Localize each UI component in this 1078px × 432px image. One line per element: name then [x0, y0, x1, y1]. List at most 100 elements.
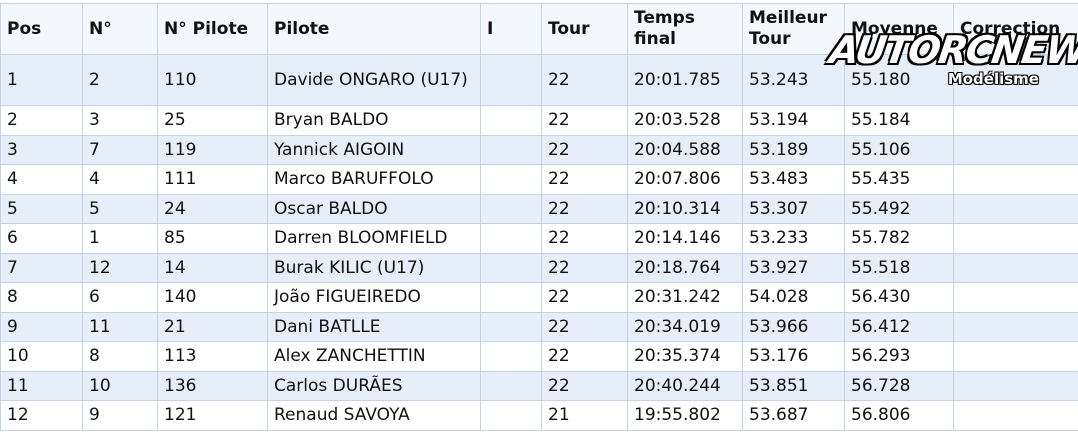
- table-cell: 136: [157, 370, 268, 401]
- header-cell: Moyenne: [844, 3, 954, 55]
- table-cell: 56.430: [844, 282, 954, 313]
- table-cell: 25: [157, 105, 268, 136]
- table-cell: Marco BARUFFOLO: [267, 164, 481, 195]
- table-row: 2 3 25 Bryan BALDO 22 20:03.528 53.194 55.184: [0, 105, 1078, 136]
- table-cell: 12: [0, 400, 83, 431]
- table-cell: [480, 282, 542, 313]
- table-cell: [480, 164, 542, 195]
- table-cell: 10: [0, 341, 83, 372]
- table-row: 11 10 136 Carlos DURÃES 22 20:40.244 53.851 56.…: [0, 370, 1078, 401]
- table-cell: 11: [82, 311, 158, 342]
- table-row: 12 9 121 Renaud SAVOYA 21 19:55.802 53.687 56.8…: [0, 400, 1078, 431]
- table-cell: Darren BLOOMFIELD: [267, 223, 481, 254]
- table-cell: 21: [157, 311, 268, 342]
- table-cell: 55.435: [844, 164, 954, 195]
- table-cell: 53.189: [742, 134, 845, 165]
- table-cell: 55.492: [844, 193, 954, 224]
- table-cell: 140: [157, 282, 268, 313]
- table-cell: [480, 134, 542, 165]
- table-cell: [953, 54, 1078, 106]
- table-cell: João FIGUEIREDO: [267, 282, 481, 313]
- table-cell: 2: [0, 105, 83, 136]
- table-cell: 4: [82, 164, 158, 195]
- table-cell: Alex ZANCHETTIN: [267, 341, 481, 372]
- table-cell: [953, 134, 1078, 165]
- table-cell: 19:55.802: [627, 400, 743, 431]
- table-cell: Davide ONGARO (U17): [267, 54, 481, 106]
- table-cell: 119: [157, 134, 268, 165]
- table-cell: 12: [82, 252, 158, 283]
- table-row: 5 5 24 Oscar BALDO 22 20:10.314 53.307 55.492: [0, 193, 1078, 224]
- table-row: 10 8 113 Alex ZANCHETTIN 22 20:35.374 53.176 56…: [0, 341, 1078, 372]
- table-cell: [480, 105, 542, 136]
- table-cell: 20:01.785: [627, 54, 743, 106]
- table-cell: [953, 164, 1078, 195]
- table-row: 7 12 14 Burak KILIC (U17) 22 20:18.764 53.927 5…: [0, 252, 1078, 283]
- table-cell: 8: [0, 282, 83, 313]
- table-cell: 7: [82, 134, 158, 165]
- table-cell: [480, 370, 542, 401]
- table-cell: 56.806: [844, 400, 954, 431]
- header-cell: Pos: [0, 3, 83, 55]
- table-cell: 1: [0, 54, 83, 106]
- table-cell: 20:14.146: [627, 223, 743, 254]
- table-cell: [953, 105, 1078, 136]
- table-cell: 53.194: [742, 105, 845, 136]
- table-cell: [480, 54, 542, 106]
- table-cell: 10: [82, 370, 158, 401]
- table-cell: [480, 311, 542, 342]
- table-cell: 55.180: [844, 54, 954, 106]
- table-cell: [480, 193, 542, 224]
- table-cell: 24: [157, 193, 268, 224]
- table-cell: 22: [541, 341, 628, 372]
- header-cell: Pilote: [267, 3, 481, 55]
- header-cell: Temps final: [627, 3, 743, 55]
- table-cell: 22: [541, 105, 628, 136]
- table-cell: 55.106: [844, 134, 954, 165]
- header-cell: I: [480, 3, 542, 55]
- table-cell: 20:04.588: [627, 134, 743, 165]
- table-cell: [953, 252, 1078, 283]
- table-cell: 53.927: [742, 252, 845, 283]
- table-cell: [953, 341, 1078, 372]
- table-cell: [953, 370, 1078, 401]
- table-cell: 3: [0, 134, 83, 165]
- table-cell: 56.728: [844, 370, 954, 401]
- table-cell: [953, 311, 1078, 342]
- table-cell: 56.412: [844, 311, 954, 342]
- table-cell: 22: [541, 54, 628, 106]
- table-cell: 53.483: [742, 164, 845, 195]
- table-cell: [480, 252, 542, 283]
- table-cell: 8: [82, 341, 158, 372]
- header-cell: Tour: [541, 3, 628, 55]
- table-cell: 53.966: [742, 311, 845, 342]
- header-cell: N°: [82, 3, 158, 55]
- table-cell: 53.307: [742, 193, 845, 224]
- table-cell: Burak KILIC (U17): [267, 252, 481, 283]
- table-cell: 1: [82, 223, 158, 254]
- table-cell: 14: [157, 252, 268, 283]
- table-cell: 22: [541, 164, 628, 195]
- table-cell: 21: [541, 400, 628, 431]
- table-cell: 53.243: [742, 54, 845, 106]
- table-cell: 2: [82, 54, 158, 106]
- table-cell: 9: [0, 311, 83, 342]
- table-cell: 53.233: [742, 223, 845, 254]
- header-cell: N° Pilote: [157, 3, 268, 55]
- table-cell: [953, 223, 1078, 254]
- table-cell: 54.028: [742, 282, 845, 313]
- table-cell: 4: [0, 164, 83, 195]
- table-cell: [480, 223, 542, 254]
- table-cell: [953, 282, 1078, 313]
- table-cell: 11: [0, 370, 83, 401]
- table-cell: 7: [0, 252, 83, 283]
- table-row: 1 2 110 Davide ONGARO (U17) 22 20:01.785 53.24…: [0, 54, 1078, 106]
- table-cell: 22: [541, 282, 628, 313]
- table-cell: 53.176: [742, 341, 845, 372]
- table-cell: 113: [157, 341, 268, 372]
- table-cell: 85: [157, 223, 268, 254]
- table-cell: 20:34.019: [627, 311, 743, 342]
- table-body: 1 2 110 Davide ONGARO (U17) 22 20:01.785 53.24…: [0, 54, 1078, 431]
- table-cell: Carlos DURÃES: [267, 370, 481, 401]
- table-cell: 121: [157, 400, 268, 431]
